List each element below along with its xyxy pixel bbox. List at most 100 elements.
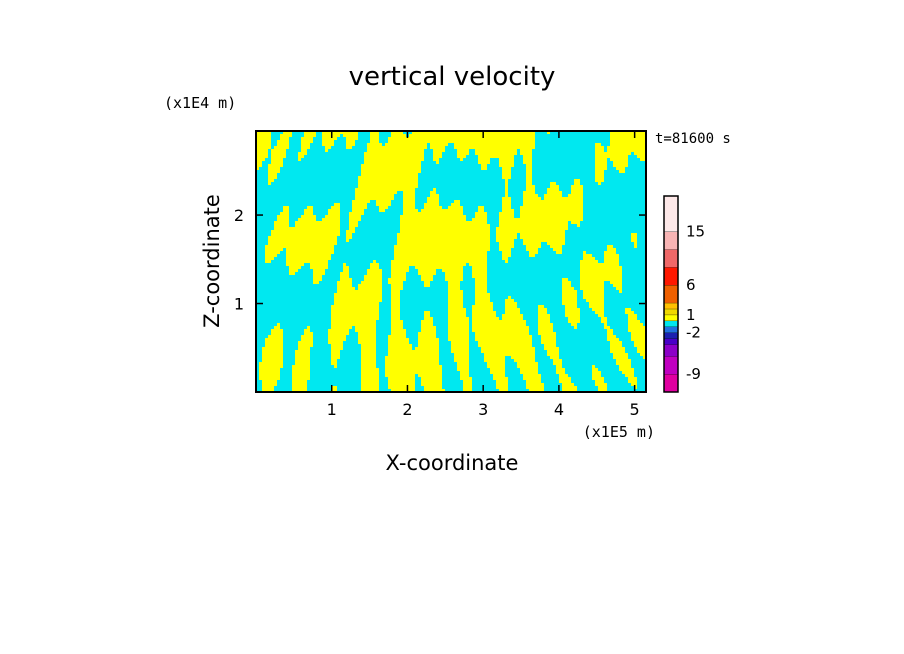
field-cell-positive [508, 296, 511, 299]
field-cell-positive [502, 200, 511, 203]
field-cell-positive [388, 341, 409, 344]
field-cell-positive [631, 233, 637, 236]
field-cell-positive [448, 338, 469, 341]
field-cell-positive [454, 143, 535, 146]
field-cell-positive [637, 347, 646, 350]
field-cell-positive [304, 131, 316, 134]
field-cell-positive [562, 287, 574, 290]
field-cell-positive [523, 203, 583, 206]
plot-frame [255, 130, 647, 393]
field-cell-positive [589, 305, 604, 308]
field-cell-positive [496, 227, 568, 230]
field-cell-positive [361, 167, 421, 170]
field-cell-positive [391, 389, 415, 392]
field-cell-positive [424, 389, 445, 392]
field-cell-positive [286, 254, 331, 257]
field-cell-positive [415, 266, 463, 269]
field-cell-positive [472, 326, 529, 329]
field-cell-positive [580, 263, 619, 266]
field-cell-positive [604, 260, 619, 263]
field-cell-positive [622, 371, 634, 374]
colorbar-segment [664, 249, 678, 268]
field-cell-positive [610, 158, 628, 161]
field-cell-positive [391, 269, 409, 272]
field-cell-positive [391, 266, 409, 269]
field-cell-positive [421, 323, 433, 326]
field-cell-positive [523, 161, 532, 164]
field-cell-positive [442, 269, 463, 272]
field-cell-positive [331, 326, 352, 329]
field-cell-positive [307, 206, 313, 209]
field-cell-positive [385, 365, 442, 368]
field-cell-positive [334, 302, 379, 305]
velocity-field [256, 131, 646, 392]
field-cell-positive [502, 167, 511, 170]
field-cell-positive [388, 383, 415, 386]
field-cell-positive [268, 239, 337, 242]
field-cell-positive [292, 368, 310, 371]
field-cell-positive [361, 170, 421, 173]
field-cell-positive [505, 302, 517, 305]
field-cell-positive [391, 332, 406, 335]
field-cell-positive [265, 341, 283, 344]
field-cell-positive [391, 263, 466, 266]
field-cell-positive [349, 212, 364, 215]
field-cell-positive [358, 182, 418, 185]
field-cell-positive [601, 317, 607, 320]
field-cell-positive [397, 239, 490, 242]
x-tick-label: 1 [327, 400, 337, 419]
field-cell-positive [505, 260, 508, 263]
field-cell-positive [496, 230, 565, 233]
field-cell-positive [598, 389, 607, 392]
field-cell-positive [505, 308, 520, 311]
field-cell-positive [445, 275, 463, 278]
field-cell-positive [580, 272, 622, 275]
field-cell-positive [475, 302, 493, 305]
colorbar-segment [664, 332, 678, 339]
field-cell-positive [505, 194, 508, 197]
field-cell-positive [631, 338, 646, 341]
field-cell-positive [478, 206, 484, 209]
field-cell-positive [361, 281, 382, 284]
field-cell-positive [292, 371, 310, 374]
field-cell-positive [391, 305, 400, 308]
field-cell-positive [331, 305, 379, 308]
field-cell-positive [391, 284, 403, 287]
field-cell-positive [331, 389, 337, 392]
x-tick-label: 4 [554, 400, 564, 419]
field-cell-positive [628, 329, 646, 332]
field-cell-positive [595, 152, 631, 155]
field-cell-positive [421, 320, 433, 323]
field-cell-positive [580, 284, 604, 287]
field-cell-positive [349, 221, 358, 224]
field-cell-positive [361, 353, 376, 356]
field-cell-positive [256, 155, 268, 158]
field-cell-positive [634, 341, 646, 344]
field-cell-positive [346, 140, 355, 143]
field-cell-positive [313, 275, 322, 278]
field-cell-positive [634, 386, 637, 389]
field-cell-positive [391, 296, 400, 299]
field-cell-positive [346, 236, 352, 239]
field-cell-positive [448, 299, 463, 302]
field-cell-positive [361, 347, 376, 350]
field-cell-positive [391, 326, 403, 329]
field-cell-positive [457, 365, 469, 368]
field-cell-positive [562, 278, 568, 281]
field-cell-positive [292, 380, 307, 383]
field-cell-positive [256, 164, 262, 167]
field-cell-positive [553, 248, 562, 251]
field-cell-positive [391, 287, 403, 290]
field-cell-positive [367, 269, 382, 272]
field-cell-positive [367, 143, 382, 146]
field-cell-positive [298, 347, 310, 350]
field-cell-positive [421, 275, 433, 278]
field-cell-positive [526, 380, 541, 383]
field-cell-positive [544, 344, 556, 347]
field-cell-positive [337, 287, 355, 290]
field-cell-positive [391, 323, 403, 326]
field-cell-positive [271, 161, 283, 164]
colorbar-segment [664, 308, 678, 315]
field-cell-positive [373, 260, 376, 263]
field-cell-positive [337, 290, 382, 293]
